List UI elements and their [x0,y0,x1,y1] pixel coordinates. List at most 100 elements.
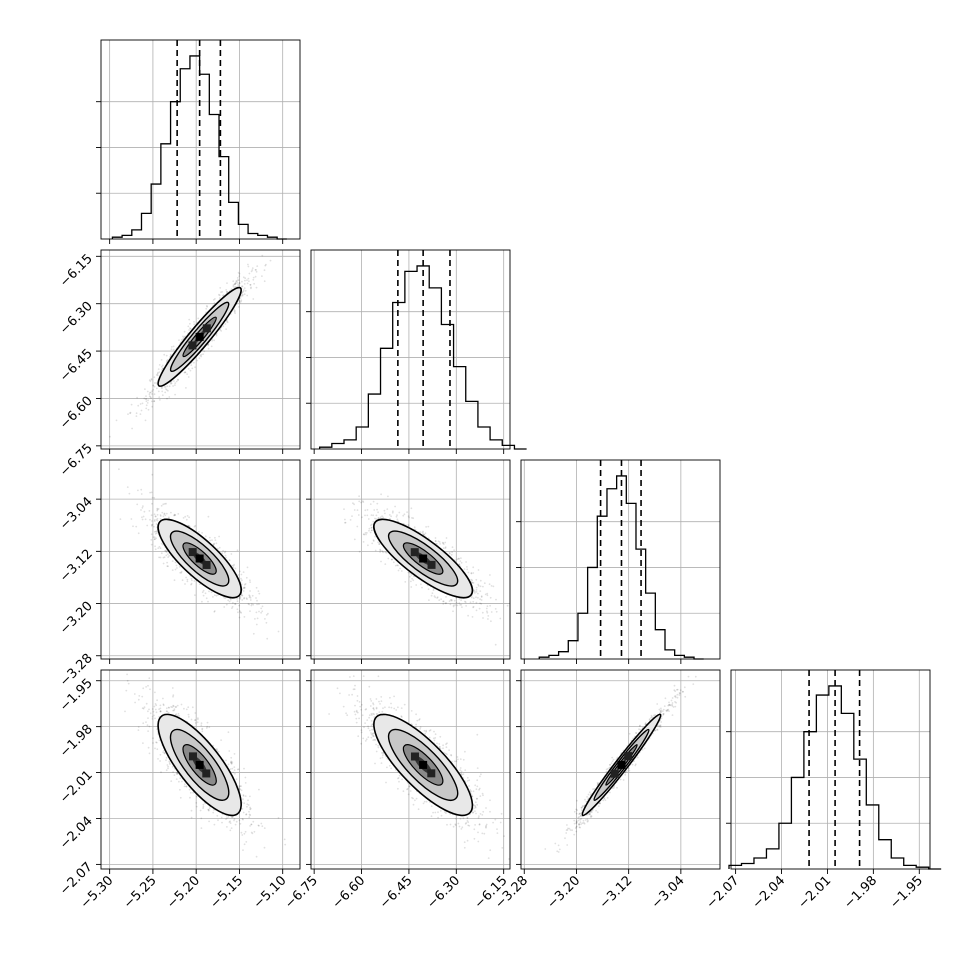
sample-point [143,397,146,400]
sample-point [215,334,218,337]
sample-point [174,393,177,396]
sample-point [234,823,237,826]
sample-point [223,596,226,599]
sample-point [187,368,190,370]
sample-point [241,294,244,297]
sample-point [477,569,480,571]
sample-point [266,637,269,640]
sample-point [409,575,411,578]
sample-point [238,610,241,612]
sample-point [483,582,486,585]
sample-point [489,574,491,576]
sample-point [147,710,149,713]
sample-point [145,400,148,403]
sample-point [248,280,250,282]
sample-point [231,605,234,608]
sample-point [159,547,162,550]
sample-point [255,286,258,289]
sample-point [231,767,234,770]
sample-point [166,561,169,564]
sample-point [193,361,195,364]
sample-point [243,293,246,296]
sample-point [471,579,474,582]
sample-point [477,592,479,595]
sample-point [464,601,467,604]
sample-point [490,620,492,623]
sample-point [252,632,255,635]
sample-point [486,610,488,613]
sample-point [199,354,202,357]
sample-point [244,583,247,585]
sample-point [229,598,232,601]
sample-point [353,509,356,511]
sample-point [190,583,193,586]
sample-point [213,302,216,304]
sample-point [475,609,478,612]
sample-point [358,550,361,553]
sample-point [187,325,190,328]
sample-point [159,518,162,520]
sample-point [213,339,216,342]
sample-point [202,353,205,355]
sample-point [258,603,260,606]
sample-point [150,491,153,494]
sample-point [205,597,208,600]
sample-point [381,515,383,518]
sample-point [374,549,377,552]
sample-point [240,583,243,585]
sample-point [374,535,376,538]
sample-point [237,271,240,274]
sample-point [174,561,177,564]
sample-point [148,379,151,381]
sample-point [472,600,475,603]
sample-point [255,611,258,614]
sample-point [145,721,147,723]
sample-point [430,594,433,597]
sample-point [236,549,239,552]
sample-point [145,702,148,705]
sample-point [492,585,495,588]
sample-point [487,618,489,620]
sample-point [467,571,470,574]
sample-point [440,598,442,600]
sample-point [419,531,422,533]
sample-point [153,400,156,403]
sample-point [238,300,241,303]
sample-point [128,492,131,495]
sample-point [265,263,267,266]
sample-point [225,328,228,330]
sample-point [151,400,153,403]
sample-point [472,597,475,600]
sample-point [204,592,207,595]
sample-point [225,603,228,606]
sample-point [257,590,260,592]
sample-point [212,298,215,301]
sample-point [224,323,227,325]
sample-point [243,596,246,599]
sample-point [380,493,382,496]
sample-point [141,695,144,698]
sample-point [186,515,189,517]
sample-point [439,543,441,545]
sample-point [247,265,250,268]
sample-point [249,795,251,798]
sample-point [161,394,164,397]
sample-point [226,282,228,284]
sample-point [251,594,254,597]
sample-point [207,344,210,347]
sample-point [256,617,259,620]
sample-point [361,516,363,519]
sample-point [370,526,373,529]
sample-point [362,541,365,543]
sample-point [472,566,475,569]
sample-point [202,594,205,597]
sample-point [179,796,182,799]
sample-point [184,583,186,585]
sample-point [356,525,359,528]
sample-point [196,359,199,362]
sample-point [234,283,237,285]
sample-point [404,581,407,583]
sample-point [163,503,166,505]
sample-point [494,643,497,646]
sample-point [174,706,177,709]
